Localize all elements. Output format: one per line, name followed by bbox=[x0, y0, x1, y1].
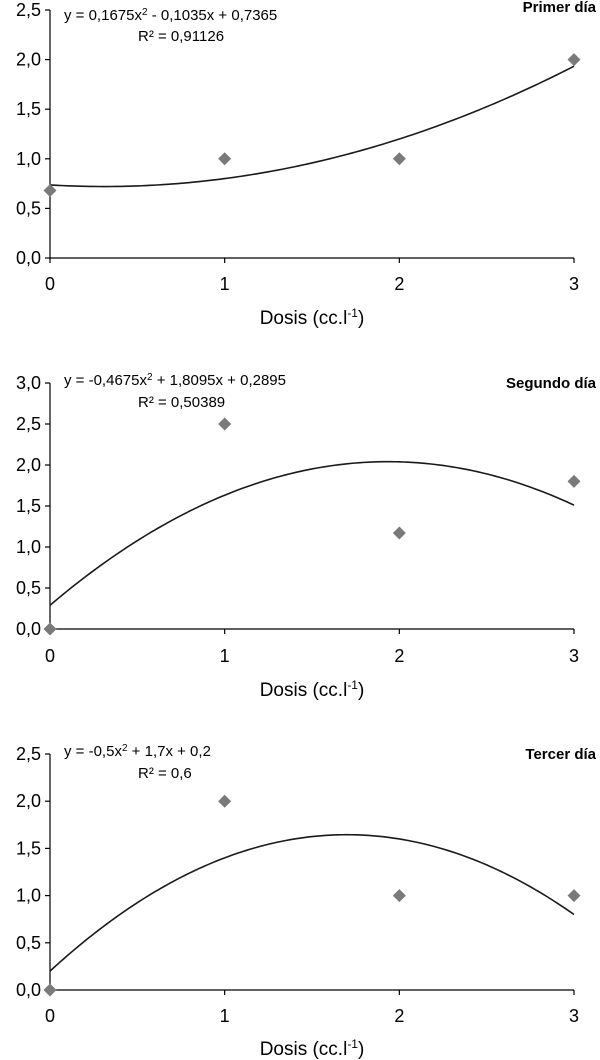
y-tick-label: 1,5 bbox=[16, 496, 41, 516]
x-tick-label: 2 bbox=[394, 274, 404, 294]
trendline-equation: y = -0,5x2 + 1,7x + 0,2 bbox=[64, 743, 211, 760]
trendline-curve bbox=[49, 65, 575, 188]
y-tick-label: 0,0 bbox=[16, 248, 41, 268]
equation-part: y = -0,5x bbox=[64, 743, 122, 760]
chart-panel-2: 0,0 0,5 1,0 1,5 2,0 2,5 3,0 0 1 2 3 Dosis (cc.l-1) y… bbox=[16, 372, 597, 701]
y-tick-label: 2,0 bbox=[16, 455, 41, 475]
equation-exponent: 2 bbox=[147, 372, 153, 383]
x-axis-title: Dosis (cc.l-1) bbox=[260, 678, 365, 701]
x-axis-title-close: ) bbox=[358, 308, 364, 329]
x-tick-label: 2 bbox=[394, 646, 404, 666]
equation-part: + 1,8095x + 0,2895 bbox=[153, 372, 286, 389]
data-point-marker bbox=[218, 794, 232, 808]
y-tick-label: 0,0 bbox=[16, 980, 41, 1000]
data-point-marker bbox=[392, 152, 406, 166]
trendline-equation: y = -0,4675x2 + 1,8095x + 0,2895 bbox=[64, 372, 286, 389]
data-point-marker bbox=[43, 184, 57, 198]
data-point-marker bbox=[567, 53, 581, 67]
panel-title: Tercer día bbox=[525, 746, 596, 763]
data-point-marker bbox=[567, 474, 581, 488]
y-tick-label: 1,0 bbox=[16, 886, 41, 906]
x-axis-title-text: Dosis (cc.l bbox=[260, 308, 348, 329]
x-axis-title-close: ) bbox=[358, 1039, 364, 1060]
x-tick-label: 1 bbox=[220, 274, 230, 294]
y-tick-label: 1,5 bbox=[16, 838, 41, 858]
y-tick-label: 0,5 bbox=[16, 933, 41, 953]
y-tick-label: 2,5 bbox=[16, 0, 41, 20]
chart-panel-1: 0,0 0,5 1,0 1,5 2,0 2,5 0 1 2 3 Dosis (cc.l-1) y = … bbox=[16, 0, 597, 329]
x-axis-title: Dosis (cc.l-1) bbox=[260, 1037, 365, 1060]
x-tick-label: 1 bbox=[220, 646, 230, 666]
x-axis-title: Dosis (cc.l-1) bbox=[260, 306, 365, 329]
y-tick-label: 1,0 bbox=[16, 537, 41, 557]
r-squared-label: R² = 0,50389 bbox=[138, 394, 225, 411]
chart-panel-3: 0,0 0,5 1,0 1,5 2,0 2,5 0 1 2 3 Dosis (cc.l-1) y = … bbox=[16, 743, 597, 1060]
equation-part: - 0,1035x + 0,7365 bbox=[148, 7, 278, 24]
x-axis-title-text: Dosis (cc.l bbox=[260, 1039, 348, 1060]
y-tick-label: 0,0 bbox=[16, 619, 41, 639]
data-point-marker bbox=[218, 152, 232, 166]
x-tick-label: 3 bbox=[569, 1006, 579, 1026]
equation-exponent: 2 bbox=[142, 7, 148, 18]
x-tick-label: 1 bbox=[220, 1006, 230, 1026]
x-tick-label: 0 bbox=[45, 1006, 55, 1026]
data-point-marker bbox=[218, 417, 232, 431]
panel-title: Primer día bbox=[523, 0, 597, 16]
x-tick-label: 0 bbox=[45, 274, 55, 294]
equation-exponent: 2 bbox=[122, 743, 128, 754]
x-axis-title-superscript: -1 bbox=[347, 1037, 358, 1051]
x-axis-title-close: ) bbox=[358, 680, 364, 701]
y-tick-label: 2,0 bbox=[16, 791, 41, 811]
equation-part: + 1,7x + 0,2 bbox=[128, 743, 211, 760]
y-tick-label: 1,5 bbox=[16, 99, 41, 119]
equation-part: y = -0,4675x bbox=[64, 372, 147, 389]
y-tick-label: 2,0 bbox=[16, 50, 41, 70]
trendline-curve bbox=[49, 460, 575, 606]
equation-part: y = 0,1675x bbox=[64, 7, 142, 24]
x-tick-label: 3 bbox=[569, 646, 579, 666]
r-squared-label: R² = 0,6 bbox=[138, 765, 192, 782]
y-tick-label: 0,5 bbox=[16, 578, 41, 598]
data-point-marker bbox=[392, 889, 406, 903]
r-squared-label: R² = 0,91126 bbox=[138, 28, 224, 45]
y-tick-label: 2,5 bbox=[16, 414, 41, 434]
trendline-equation: y = 0,1675x2 - 0,1035x + 0,7365 bbox=[64, 7, 277, 24]
x-tick-label: 3 bbox=[569, 274, 579, 294]
x-tick-label: 2 bbox=[394, 1006, 404, 1026]
x-tick-label: 0 bbox=[45, 646, 55, 666]
data-point-marker bbox=[43, 983, 57, 997]
panel-title: Segundo día bbox=[506, 375, 597, 392]
x-axis-title-text: Dosis (cc.l bbox=[260, 680, 348, 701]
x-axis-title-superscript: -1 bbox=[347, 678, 358, 692]
y-tick-label: 0,5 bbox=[16, 198, 41, 218]
y-tick-label: 1,0 bbox=[16, 149, 41, 169]
data-point-marker bbox=[43, 622, 57, 636]
y-tick-label: 3,0 bbox=[16, 373, 41, 393]
x-axis-title-superscript: -1 bbox=[347, 306, 358, 320]
data-point-marker bbox=[567, 889, 581, 903]
data-point-marker bbox=[392, 526, 406, 540]
trendline-curve bbox=[49, 833, 575, 972]
y-tick-label: 2,5 bbox=[16, 744, 41, 764]
